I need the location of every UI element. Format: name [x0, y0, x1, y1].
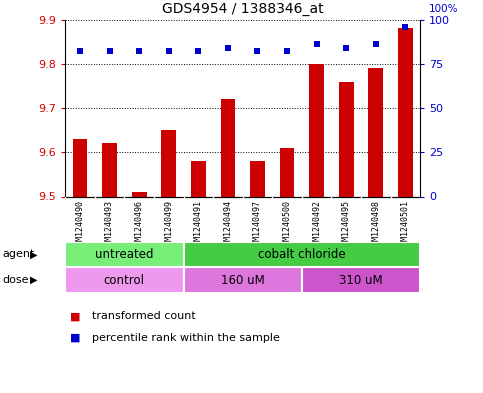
Text: GSM1240499: GSM1240499	[164, 200, 173, 250]
Text: transformed count: transformed count	[92, 311, 196, 321]
Point	[106, 48, 114, 55]
Text: GSM1240495: GSM1240495	[342, 200, 351, 250]
Point	[165, 48, 172, 55]
Text: dose: dose	[2, 275, 29, 285]
Point	[401, 24, 409, 30]
Bar	[398, 28, 413, 196]
Bar	[102, 143, 117, 196]
Text: cobalt chloride: cobalt chloride	[258, 248, 346, 261]
Text: GSM1240494: GSM1240494	[224, 200, 232, 250]
Text: ■: ■	[70, 311, 81, 321]
Text: ▶: ▶	[30, 275, 38, 285]
Point	[224, 45, 232, 51]
Bar	[309, 64, 324, 196]
Point	[195, 48, 202, 55]
Bar	[72, 139, 87, 196]
Text: GSM1240497: GSM1240497	[253, 200, 262, 250]
Text: agent: agent	[2, 250, 35, 259]
Bar	[250, 161, 265, 196]
Text: 160 uM: 160 uM	[221, 274, 265, 286]
Text: control: control	[104, 274, 145, 286]
Text: 310 uM: 310 uM	[339, 274, 383, 286]
Text: untreated: untreated	[95, 248, 154, 261]
Text: GSM1240500: GSM1240500	[283, 200, 292, 250]
Bar	[280, 148, 295, 196]
Text: GSM1240492: GSM1240492	[312, 200, 321, 250]
Point	[283, 48, 291, 55]
Bar	[184, 242, 420, 267]
Point	[135, 48, 143, 55]
Bar	[191, 161, 206, 196]
Title: GDS4954 / 1388346_at: GDS4954 / 1388346_at	[162, 2, 324, 16]
Text: GSM1240501: GSM1240501	[401, 200, 410, 250]
Point	[76, 48, 84, 55]
Text: GSM1240490: GSM1240490	[75, 200, 85, 250]
Text: GSM1240491: GSM1240491	[194, 200, 203, 250]
Text: percentile rank within the sample: percentile rank within the sample	[92, 333, 280, 343]
Bar	[65, 242, 184, 267]
Point	[254, 48, 261, 55]
Text: ▶: ▶	[30, 250, 38, 259]
Bar	[161, 130, 176, 196]
Text: ■: ■	[70, 333, 81, 343]
Text: GSM1240498: GSM1240498	[371, 200, 380, 250]
Text: GSM1240496: GSM1240496	[135, 200, 143, 250]
Bar	[302, 267, 420, 293]
Bar	[132, 192, 146, 196]
Point	[342, 45, 350, 51]
Text: GSM1240493: GSM1240493	[105, 200, 114, 250]
Bar	[184, 267, 302, 293]
Text: 100%: 100%	[428, 4, 458, 14]
Point	[313, 41, 321, 48]
Bar	[221, 99, 235, 196]
Bar	[369, 68, 383, 196]
Point	[372, 41, 380, 48]
Bar	[339, 82, 354, 196]
Bar	[65, 267, 184, 293]
